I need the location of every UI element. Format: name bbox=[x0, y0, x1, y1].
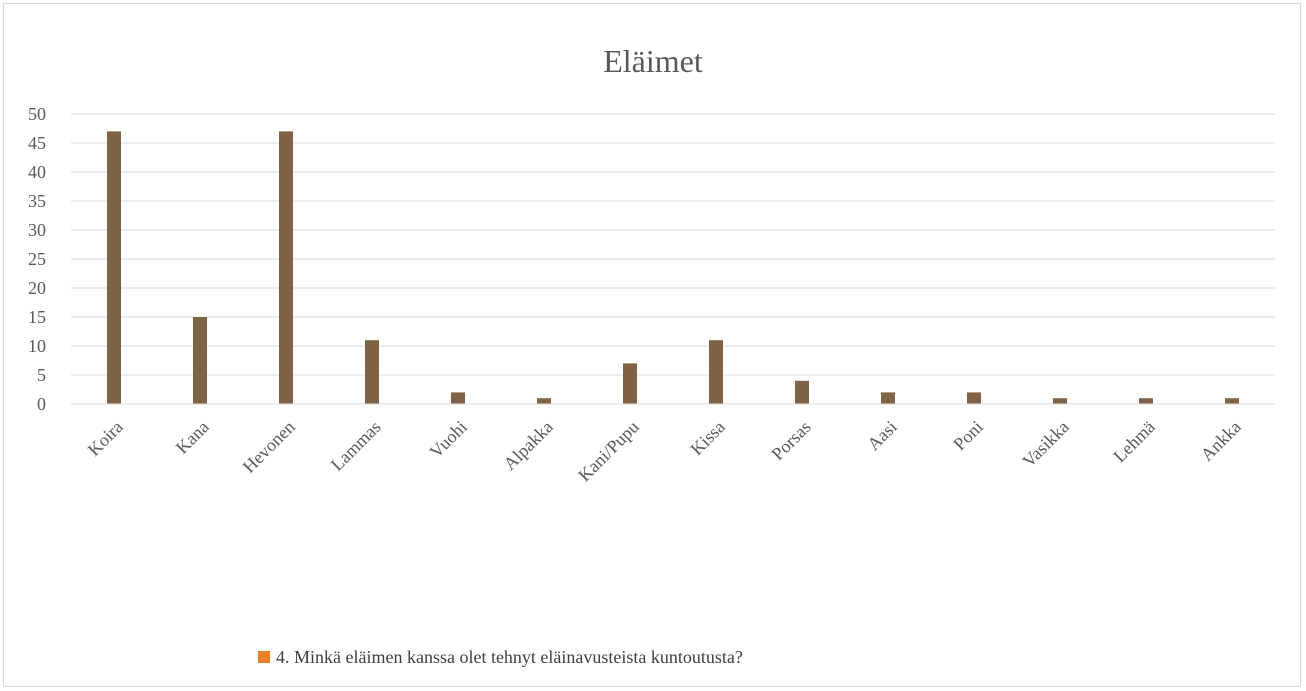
x-tick-label: Kissa bbox=[686, 417, 728, 459]
bar bbox=[623, 363, 637, 404]
bar bbox=[881, 392, 895, 404]
y-tick-label: 35 bbox=[28, 191, 46, 211]
bars bbox=[107, 131, 1239, 404]
bar bbox=[795, 380, 809, 404]
x-tick-label: Vuohi bbox=[426, 417, 471, 462]
y-tick-label: 40 bbox=[28, 162, 46, 182]
bar bbox=[1139, 398, 1153, 404]
bar bbox=[1053, 398, 1067, 404]
y-tick-label: 0 bbox=[37, 394, 46, 414]
legend-marker bbox=[258, 651, 270, 663]
y-tick-label: 15 bbox=[28, 307, 46, 327]
x-axis-labels: Koira Kana Hevonen Lammas Vuohi Alpakka Kani/P… bbox=[84, 417, 1245, 486]
x-tick-label: Lehmä bbox=[1109, 417, 1158, 466]
x-tick-label: Kani/Pupu bbox=[574, 417, 643, 486]
bar bbox=[537, 398, 551, 404]
legend: 4. Minkä eläimen kanssa olet tehnyt eläi… bbox=[258, 647, 743, 667]
x-tick-label: Aasi bbox=[863, 417, 900, 454]
bar bbox=[365, 340, 379, 404]
bar bbox=[967, 392, 981, 404]
y-tick-label: 10 bbox=[28, 336, 46, 356]
y-tick-label: 50 bbox=[28, 104, 46, 124]
bar bbox=[107, 131, 121, 404]
bar bbox=[1225, 398, 1239, 404]
x-tick-label: Alpakka bbox=[500, 417, 557, 474]
y-tick-label: 25 bbox=[28, 249, 46, 269]
x-tick-label: Vasikka bbox=[1018, 417, 1072, 471]
x-tick-label: Poni bbox=[949, 417, 986, 454]
y-tick-label: 30 bbox=[28, 220, 46, 240]
x-tick-label: Lammas bbox=[327, 417, 385, 475]
x-tick-label: Kana bbox=[172, 417, 213, 458]
x-tick-label: Koira bbox=[84, 417, 127, 460]
bar bbox=[193, 317, 207, 404]
x-tick-label: Hevonen bbox=[239, 417, 299, 477]
chart-frame bbox=[3, 3, 1301, 687]
legend-label: 4. Minkä eläimen kanssa olet tehnyt eläi… bbox=[276, 647, 743, 667]
y-tick-label: 20 bbox=[28, 278, 46, 298]
x-tick-label: Ankka bbox=[1197, 417, 1245, 465]
x-tick-label: Porsas bbox=[767, 417, 814, 464]
gridlines bbox=[71, 113, 1275, 376]
bar bbox=[709, 340, 723, 404]
y-tick-label: 45 bbox=[28, 133, 46, 153]
chart-title: Eläimet bbox=[603, 43, 703, 79]
y-axis-ticks: 0 5 10 15 20 25 30 35 40 45 50 bbox=[28, 104, 46, 414]
bar bbox=[451, 392, 465, 404]
bar bbox=[279, 131, 293, 404]
y-tick-label: 5 bbox=[37, 365, 46, 385]
